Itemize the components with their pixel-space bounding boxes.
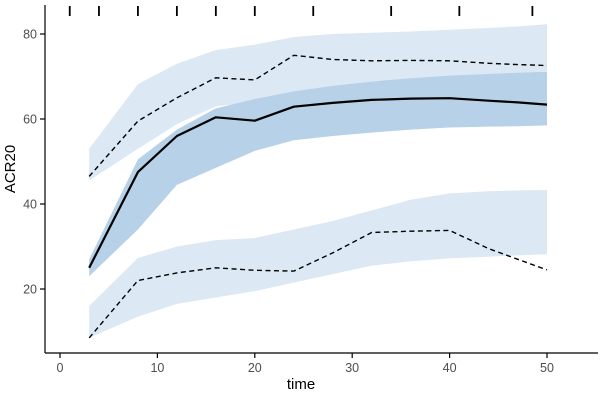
y-tick-label: 20 [23, 283, 37, 297]
x-tick-label: 50 [540, 361, 554, 375]
x-tick-label: 10 [150, 361, 164, 375]
confidence-bands [89, 24, 547, 338]
upper-confidence-band [89, 24, 547, 181]
y-tick-label: 40 [23, 198, 37, 212]
axes: 0 10 20 30 40 50 20 40 60 80 [23, 5, 598, 375]
y-tick-label: 60 [23, 113, 37, 127]
upper-bound-line [88, 54, 548, 177]
y-axis-title: ACR20 [2, 145, 19, 193]
y-tick-label: 80 [23, 28, 37, 42]
x-tick-label: 0 [57, 361, 64, 375]
lower-bound-line [88, 229, 548, 339]
top-rug-marks [68, 6, 534, 16]
lower-confidence-band [89, 190, 547, 338]
x-tick-label: 30 [345, 361, 359, 375]
x-axis-title: time [287, 376, 315, 393]
mean-estimate-line [88, 97, 548, 269]
x-tick-label: 40 [443, 361, 457, 375]
data-lines [88, 54, 548, 339]
x-tick-label: 20 [248, 361, 262, 375]
